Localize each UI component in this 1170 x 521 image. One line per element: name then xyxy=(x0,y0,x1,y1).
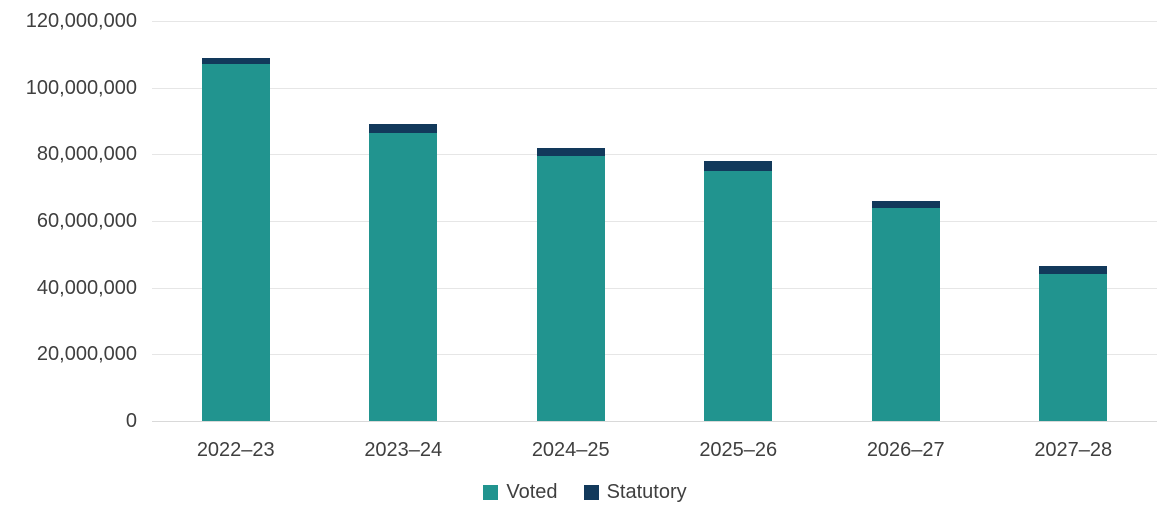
y-tick-label: 0 xyxy=(125,410,137,432)
bar-segment-statutory xyxy=(536,148,605,156)
plot-area xyxy=(152,21,1157,422)
y-tick-label: 40,000,000 xyxy=(36,276,137,299)
y-tick-label: 60,000,000 xyxy=(36,210,137,232)
bar-segment-voted xyxy=(201,64,270,421)
x-tick-label: 2027–28 xyxy=(1034,439,1113,461)
legend-swatch-icon xyxy=(483,485,499,500)
y-tick-label: 20,000,000 xyxy=(36,343,137,366)
bar-stack xyxy=(1039,266,1108,421)
x-axis-baseline xyxy=(152,421,1157,422)
legend-swatch-icon xyxy=(583,485,599,500)
legend-item-statutory: Statutory xyxy=(583,481,687,504)
bar-segment-statutory xyxy=(369,124,438,133)
bar-segment-statutory xyxy=(871,201,940,208)
bar-slot xyxy=(822,21,990,421)
bar-slot xyxy=(320,21,488,421)
gridline xyxy=(152,87,1157,89)
legend: Voted Statutory xyxy=(0,481,1170,504)
y-tick-label: 120,000,000 xyxy=(25,10,137,32)
bar-segment-voted xyxy=(369,132,438,421)
bar-segment-voted xyxy=(704,171,773,421)
x-tick-label: 2023–24 xyxy=(364,439,443,461)
y-tick-label: 80,000,000 xyxy=(36,143,137,166)
bar-slot xyxy=(152,21,320,421)
x-axis: 2022–23 2023–24 2024–25 2025–26 2026–27 2027–… xyxy=(152,439,1157,462)
legend-label: Statutory xyxy=(606,481,687,503)
gridline xyxy=(152,21,1157,22)
gridline xyxy=(152,287,1157,289)
bar-segment-statutory xyxy=(201,57,270,65)
bar-slot xyxy=(990,21,1158,421)
bar-segment-statutory xyxy=(1039,266,1108,275)
bar-segment-voted xyxy=(1039,274,1108,421)
x-tick-label: 2024–25 xyxy=(531,439,610,461)
bar-stack xyxy=(369,124,438,421)
x-tick-label: 2022–23 xyxy=(196,439,275,461)
y-tick-label: 100,000,000 xyxy=(25,76,137,99)
bar-slot xyxy=(655,21,823,421)
bar-slot xyxy=(487,21,655,421)
y-axis: 0 20,000,000 40,000,000 60,000,000 80,000,00… xyxy=(0,11,137,431)
bar-stack xyxy=(704,161,773,421)
bar-segment-statutory xyxy=(704,161,773,171)
bar-stack xyxy=(871,201,940,421)
gridline xyxy=(152,221,1157,222)
legend-label: Voted xyxy=(506,481,558,503)
bar-segment-voted xyxy=(871,207,940,421)
legend-item-voted: Voted xyxy=(483,481,558,504)
bar-stack xyxy=(201,57,270,421)
gridline xyxy=(152,154,1157,156)
x-tick-label: 2026–27 xyxy=(866,439,945,461)
bars xyxy=(152,21,1157,421)
bar-stack xyxy=(536,148,605,421)
gridline xyxy=(152,354,1157,356)
x-tick-label: 2025–26 xyxy=(699,439,778,461)
bar-segment-voted xyxy=(536,156,605,421)
